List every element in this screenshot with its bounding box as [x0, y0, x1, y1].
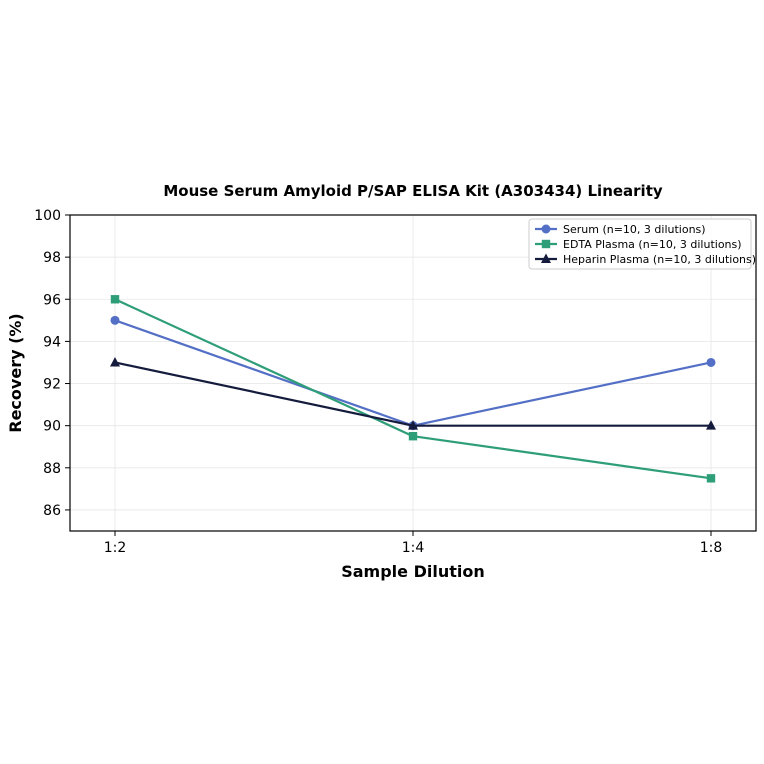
- legend: Serum (n=10, 3 dilutions) EDTA Plasma (n=…: [528, 218, 756, 270]
- y-axis-label: Recovery (%): [6, 313, 25, 432]
- x-axis: 1:2 1:4 1:8: [104, 531, 723, 556]
- y-axis: 86 88 90 92 94 96 98 100: [34, 208, 70, 519]
- y-tick-label: 98: [43, 250, 61, 266]
- series-layer: [110, 295, 716, 483]
- legend-marker: [541, 253, 551, 263]
- x-tick-label: 1:2: [104, 540, 127, 556]
- chart-title: Mouse Serum Amyloid P/SAP ELISA Kit (A30…: [163, 182, 663, 200]
- y-tick-label: 90: [43, 419, 61, 435]
- data-point: [110, 295, 120, 304]
- x-tick-label: 1:8: [700, 540, 723, 556]
- y-tick-label: 96: [43, 292, 61, 308]
- legend-label: EDTA Plasma (n=10, 3 dilutions): [563, 238, 742, 251]
- y-tick-label: 88: [43, 461, 61, 477]
- data-point: [706, 474, 716, 483]
- legend-item: Serum (n=10, 3 dilutions): [535, 223, 706, 236]
- legend-marker: [541, 239, 551, 249]
- x-axis-label: Sample Dilution: [341, 562, 485, 581]
- legend-item: Heparin Plasma (n=10, 3 dilutions): [535, 253, 756, 266]
- legend-box: [528, 218, 752, 270]
- y-tick-label: 92: [43, 377, 61, 393]
- data-point: [706, 357, 716, 367]
- legend-label: Heparin Plasma (n=10, 3 dilutions): [563, 253, 756, 266]
- data-point: [408, 432, 418, 441]
- legend-marker: [541, 224, 551, 234]
- data-point: [110, 315, 120, 325]
- series-3: [110, 356, 716, 430]
- y-tick-label: 94: [43, 334, 61, 350]
- y-tick-label: 86: [43, 503, 61, 519]
- data-point: [706, 420, 716, 430]
- legend-item: EDTA Plasma (n=10, 3 dilutions): [535, 238, 742, 251]
- y-tick-label: 100: [34, 208, 61, 224]
- legend-label: Serum (n=10, 3 dilutions): [563, 223, 706, 236]
- data-point: [110, 356, 120, 367]
- data-point: [408, 420, 418, 430]
- x-tick-label: 1:4: [402, 540, 425, 556]
- series-2: [110, 295, 716, 483]
